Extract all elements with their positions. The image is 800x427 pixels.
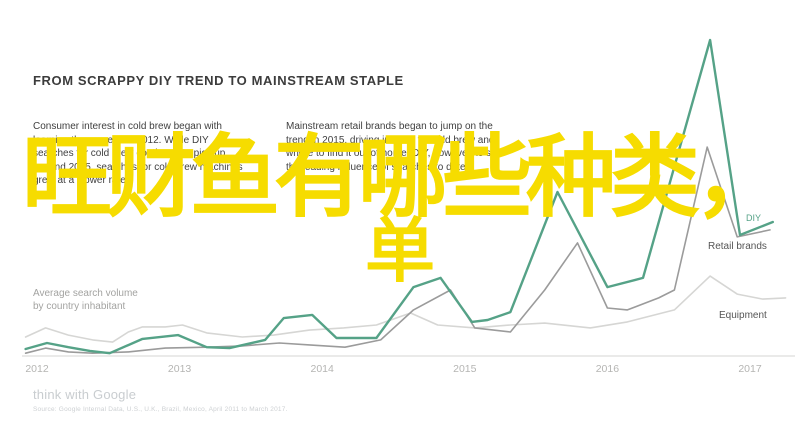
diy-line — [24, 38, 774, 355]
x-tick-2015: 2015 — [453, 363, 477, 375]
intro-paragraph-left: Consumer interest in cold brew began wit… — [33, 121, 243, 186]
x-tick-2017: 2017 — [738, 363, 762, 375]
y-axis-note: Average search volume by country inhabit… — [33, 287, 138, 313]
think-with-google-logo: think with Google — [33, 387, 137, 402]
chart-title: FROM SCRAPPY DIY TREND TO MAINSTREAM STA… — [33, 73, 404, 88]
retail-brands-line — [24, 146, 771, 355]
source-note: Source: Google Internal Data, U.S., U.K.… — [33, 406, 288, 413]
series-label-equipment: Equipment — [719, 310, 767, 321]
y-axis-note-line2: by country inhabitant — [33, 301, 126, 312]
y-axis-note-line1: Average search volume — [33, 288, 138, 299]
x-tick-2014: 2014 — [310, 363, 334, 375]
intro-paragraph-right: Mainstream retail brands began to jump o… — [286, 121, 501, 173]
x-tick-2016: 2016 — [595, 363, 620, 375]
equipment-line — [24, 275, 787, 343]
x-tick-2013: 2013 — [167, 363, 192, 375]
x-tick-2012: 2012 — [25, 363, 49, 375]
series-label-retail-brands: Retail brands — [708, 241, 767, 252]
series-label-diy: DIY — [746, 213, 762, 223]
